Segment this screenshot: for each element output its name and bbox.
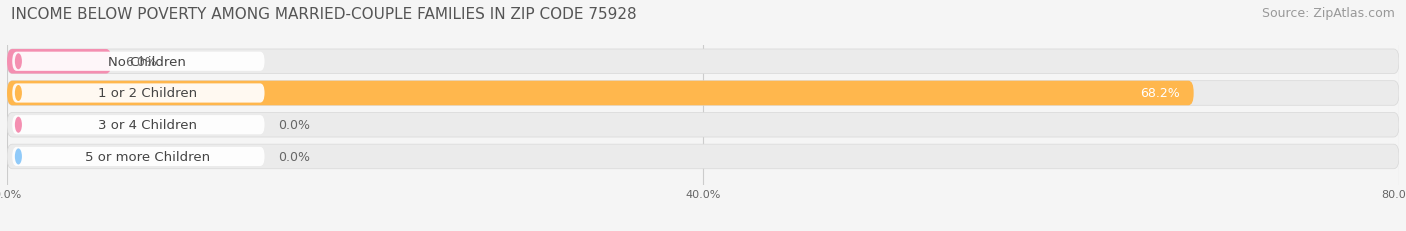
Text: Source: ZipAtlas.com: Source: ZipAtlas.com [1261,7,1395,20]
Circle shape [15,85,22,102]
FancyBboxPatch shape [7,81,1399,106]
Circle shape [15,117,22,133]
FancyBboxPatch shape [13,52,264,72]
Text: 0.0%: 0.0% [278,119,311,132]
FancyBboxPatch shape [7,50,1399,74]
FancyBboxPatch shape [13,84,264,103]
Text: 0.0%: 0.0% [278,150,311,163]
FancyBboxPatch shape [13,147,264,166]
FancyBboxPatch shape [7,81,1194,106]
FancyBboxPatch shape [7,50,111,74]
Text: 6.0%: 6.0% [125,55,157,68]
Circle shape [15,149,22,165]
Text: No Children: No Children [108,55,186,68]
Text: 3 or 4 Children: 3 or 4 Children [97,119,197,132]
Text: 1 or 2 Children: 1 or 2 Children [97,87,197,100]
Text: 68.2%: 68.2% [1140,87,1180,100]
Text: INCOME BELOW POVERTY AMONG MARRIED-COUPLE FAMILIES IN ZIP CODE 75928: INCOME BELOW POVERTY AMONG MARRIED-COUPL… [11,7,637,22]
FancyBboxPatch shape [7,113,1399,137]
FancyBboxPatch shape [7,145,1399,169]
Circle shape [15,54,22,70]
FancyBboxPatch shape [13,116,264,135]
Text: 5 or more Children: 5 or more Children [84,150,209,163]
